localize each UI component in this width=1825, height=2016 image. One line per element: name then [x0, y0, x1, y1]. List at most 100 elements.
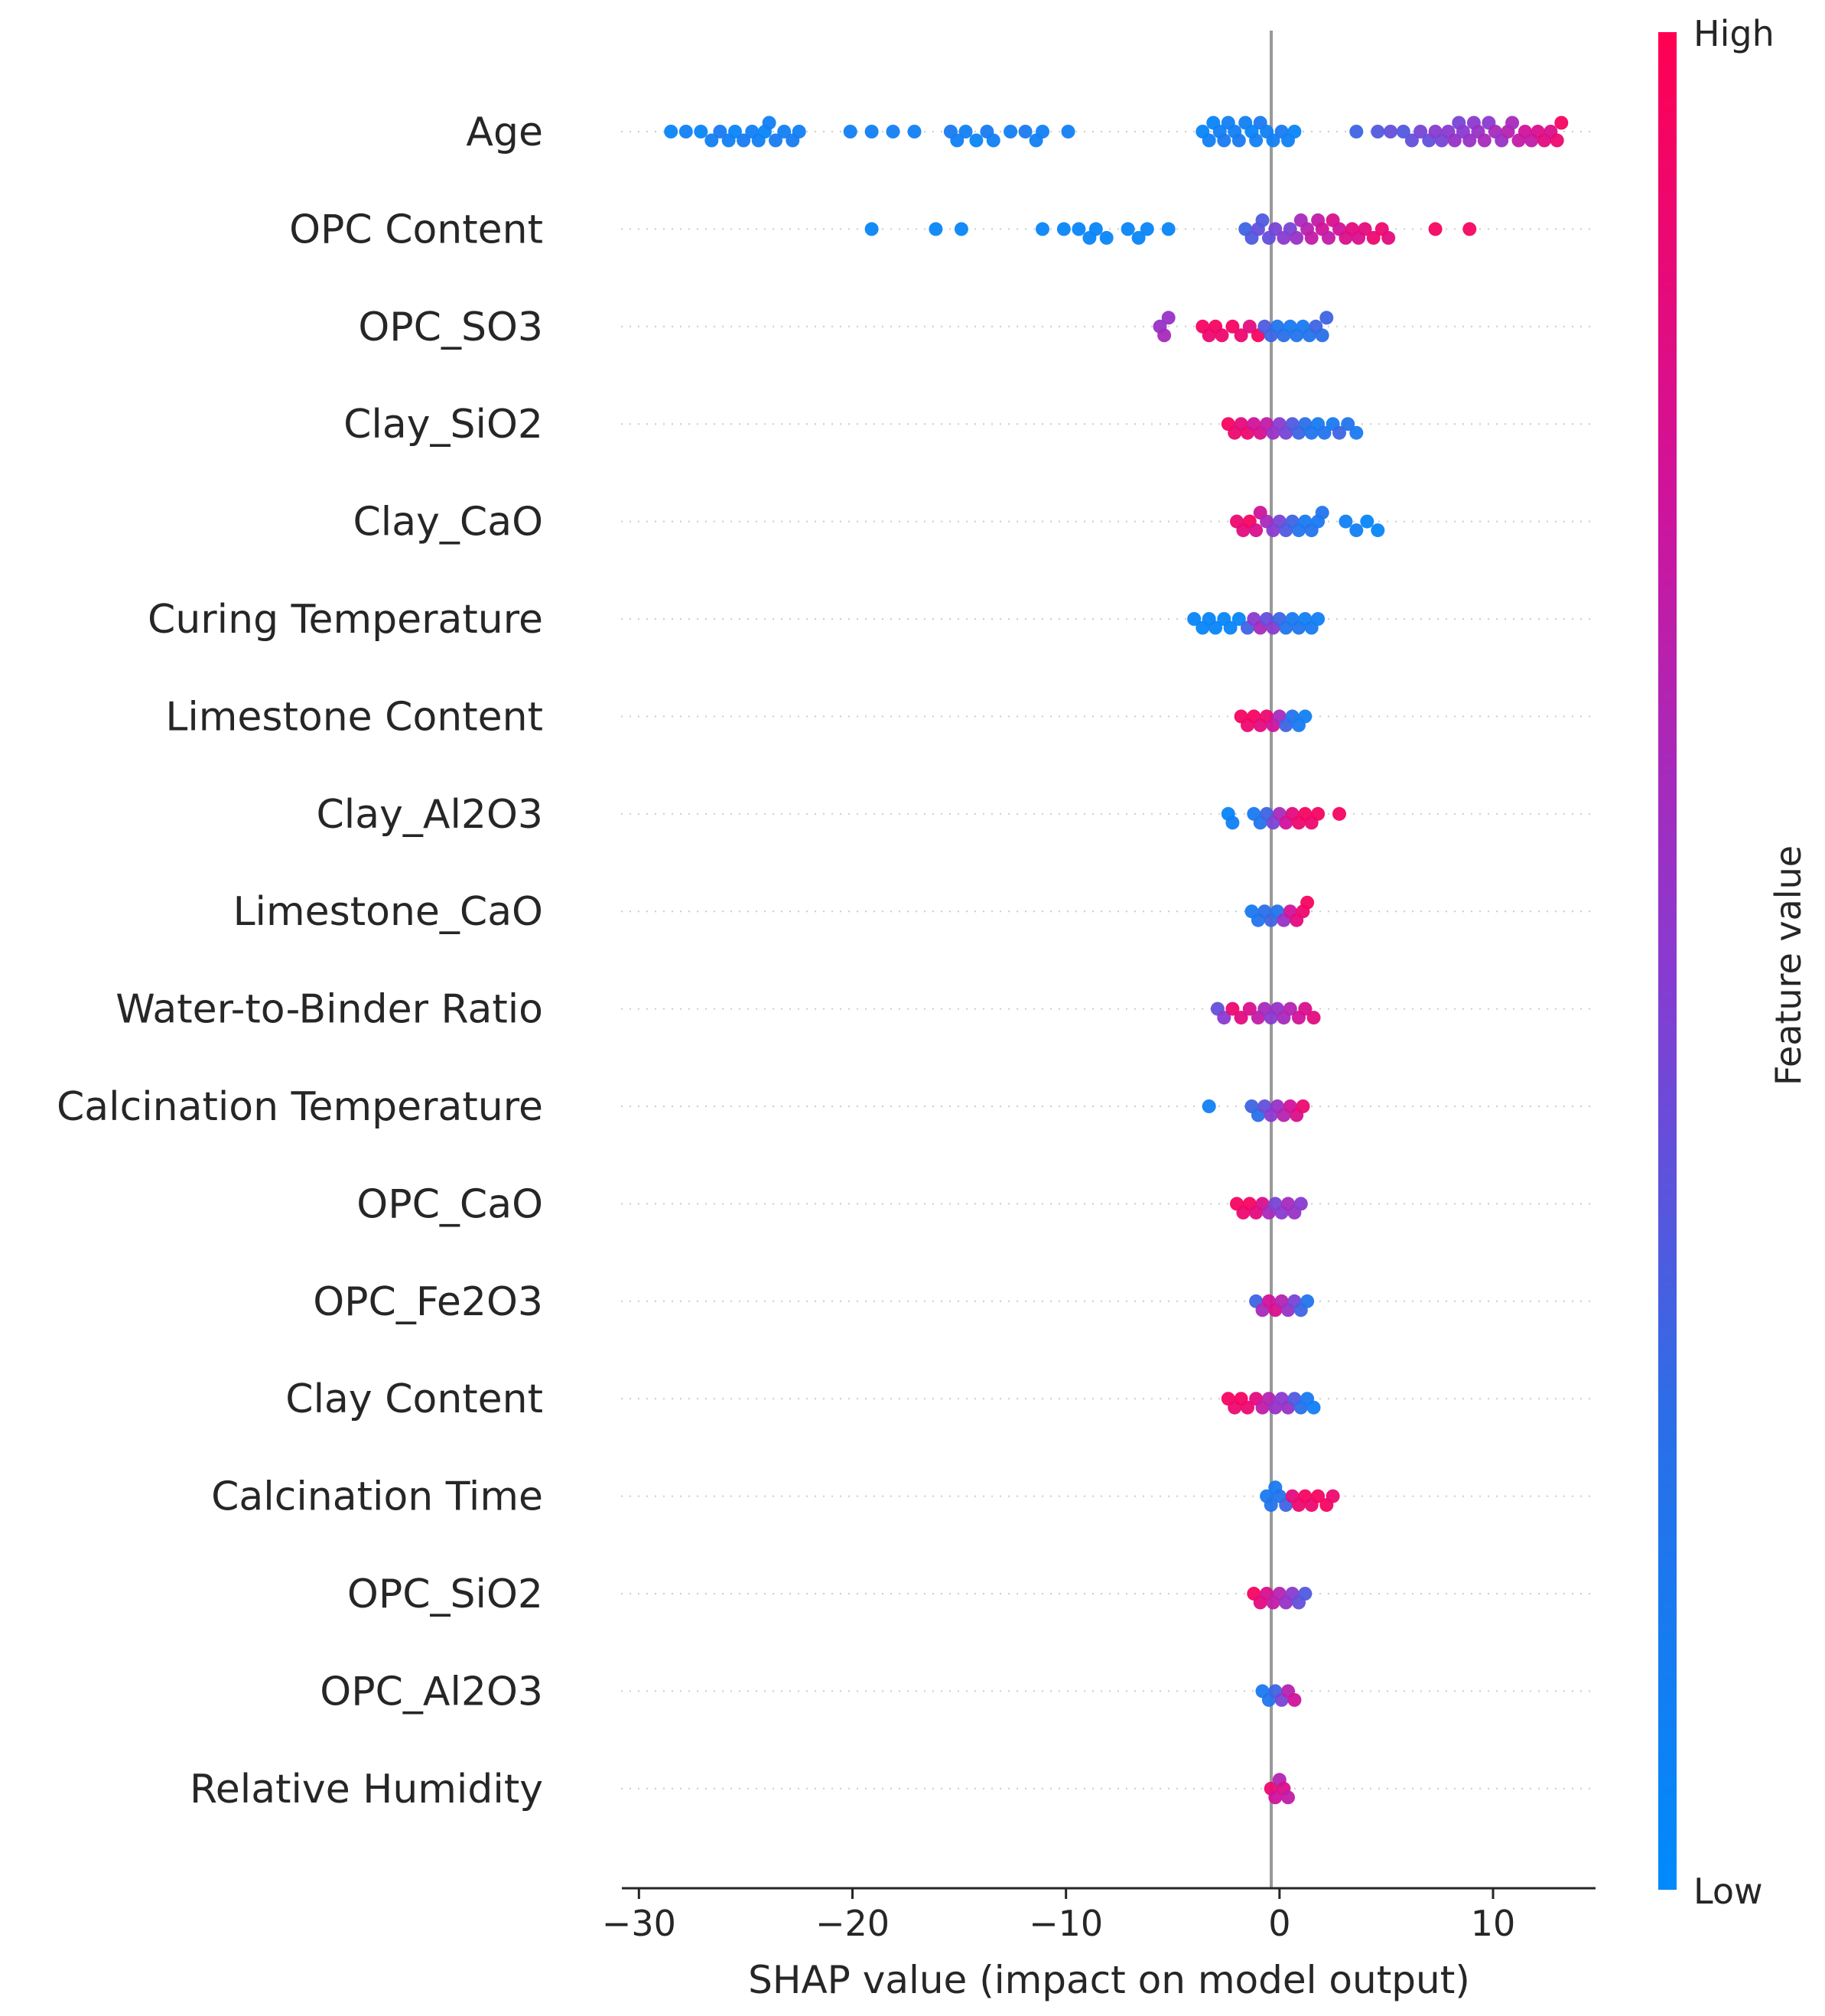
row-grid-lines — [621, 131, 1592, 1790]
shap-point — [1056, 222, 1071, 236]
feature-label: OPC_Fe2O3 — [313, 1279, 543, 1325]
shap-point — [1225, 319, 1240, 334]
shap-point — [864, 125, 879, 138]
shap-point — [1404, 133, 1419, 148]
shap-point — [1061, 125, 1075, 138]
shap-point — [1036, 222, 1049, 236]
shap-point — [950, 133, 965, 148]
shap-point — [737, 133, 751, 148]
shap-point — [1300, 895, 1315, 910]
x-tick-label: −10 — [1029, 1903, 1103, 1944]
shap-point — [704, 133, 719, 148]
x-axis: −30 −20 −10 0 10 SHAP value (impact on model… — [602, 1887, 1596, 2002]
shap-point — [1447, 133, 1462, 148]
shap-point — [1241, 1400, 1254, 1415]
shap-point — [1036, 125, 1049, 138]
shap-point — [1202, 133, 1216, 148]
x-ticks: −30 −20 −10 0 10 — [602, 1888, 1515, 1944]
shap-point — [1249, 133, 1264, 148]
feature-label: OPC Content — [289, 207, 543, 252]
shap-point — [1349, 425, 1364, 440]
shap-point — [1268, 222, 1283, 236]
shap-point — [1332, 425, 1346, 440]
shap-point — [1088, 222, 1103, 236]
shap-point — [1242, 1001, 1257, 1016]
feature-label: OPC_SiO2 — [347, 1571, 543, 1617]
feature-label: Calcination Temperature — [57, 1084, 543, 1130]
shap-point — [1290, 230, 1304, 245]
shap-point — [1281, 1790, 1295, 1805]
feature-label: Curing Temperature — [148, 597, 543, 643]
shap-point — [1217, 1011, 1231, 1025]
shap-point — [1249, 523, 1264, 538]
feature-label: Clay_Al2O3 — [316, 792, 543, 838]
shap-point — [1217, 133, 1231, 148]
shap-point — [1311, 612, 1326, 626]
x-tick-label: −30 — [602, 1903, 676, 1944]
shap-point — [777, 125, 792, 138]
shap-point — [1004, 125, 1018, 138]
shap-point — [1306, 1011, 1321, 1025]
colorbar-title: Feature value — [1768, 845, 1809, 1086]
shap-point — [1187, 612, 1202, 626]
shap-point — [1157, 328, 1172, 343]
shap-point — [1413, 125, 1428, 138]
shap-point — [1366, 230, 1381, 245]
shap-point — [907, 125, 922, 138]
feature-label: Calcination Time — [211, 1474, 543, 1520]
feature-label: Limestone_CaO — [233, 889, 543, 935]
shap-point — [1300, 1294, 1315, 1308]
shap-point — [728, 125, 742, 138]
colorbar: High Low Feature value — [1658, 13, 1809, 1912]
shap-point — [969, 133, 984, 148]
shap-point — [1209, 620, 1223, 635]
shap-point — [713, 125, 727, 138]
shap-point — [958, 125, 973, 138]
shap-point — [1505, 116, 1520, 130]
x-tick-label: −20 — [815, 1903, 890, 1944]
shap-point — [1283, 1001, 1297, 1016]
shap-point — [1322, 230, 1335, 245]
feature-label: Water-to-Binder Ratio — [115, 987, 543, 1033]
shap-point — [843, 125, 857, 138]
shap-point — [1381, 230, 1396, 245]
shap-point — [1231, 612, 1246, 626]
colorbar-high-label: High — [1693, 13, 1775, 54]
shap-point — [1287, 1692, 1302, 1707]
shap-point — [1140, 222, 1154, 236]
shap-point — [1072, 222, 1086, 236]
shap-point — [1332, 806, 1346, 821]
shap-point — [1371, 523, 1385, 538]
shap-point — [1298, 1587, 1313, 1601]
x-tick-label: 10 — [1471, 1903, 1516, 1944]
shap-point — [762, 116, 776, 130]
feature-labels: Age OPC Content OPC_SO3 Clay_SiO2 Clay_CaO Cu… — [57, 109, 543, 1812]
shap-point — [1234, 328, 1248, 343]
shap-point — [1477, 133, 1492, 148]
shap-point — [1266, 133, 1280, 148]
shap-point — [1255, 213, 1270, 227]
shap-point — [1360, 514, 1374, 529]
shap-point — [929, 222, 943, 236]
shap-point — [1225, 1001, 1240, 1016]
shap-point — [1161, 222, 1176, 236]
shap-point — [769, 133, 782, 148]
shap-point — [1231, 133, 1246, 148]
shap-point — [1349, 125, 1364, 138]
shap-point — [1396, 125, 1410, 138]
feature-label: Relative Humidity — [190, 1767, 543, 1812]
shap-point — [792, 125, 806, 138]
shap-point — [1296, 1099, 1310, 1113]
shap-point — [1326, 1489, 1340, 1503]
feature-label: OPC_SO3 — [358, 305, 543, 350]
feature-label: OPC_Al2O3 — [320, 1669, 543, 1715]
x-axis-title: SHAP value (impact on model output) — [748, 1958, 1470, 2002]
feature-label: Limestone Content — [165, 694, 543, 740]
shap-point — [864, 222, 879, 236]
shap-point — [1428, 222, 1443, 236]
colorbar-low-label: Low — [1693, 1871, 1763, 1912]
shap-point — [1311, 806, 1326, 821]
shap-point — [1306, 1400, 1321, 1415]
shap-point — [1099, 230, 1114, 245]
